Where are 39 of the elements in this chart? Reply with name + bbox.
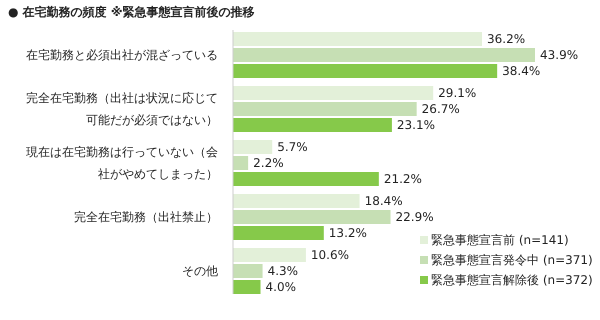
data-label: 21.2% [384, 172, 422, 186]
y-tick-label: 完全在宅勤務（出社は状況に応じて可能だが必須ではない） [25, 90, 218, 129]
bar [233, 210, 391, 224]
data-label: 5.7% [277, 140, 308, 154]
legend-label: 緊急事態宣言解除後 (n=372) [431, 273, 593, 287]
data-label: 43.9% [540, 48, 578, 62]
bar [233, 194, 360, 208]
y-tick-label: 現在は在宅勤務は行っていない（会社がやめてしまった） [25, 144, 218, 183]
bar [233, 48, 535, 62]
data-label: 18.4% [364, 194, 403, 208]
bar [233, 118, 392, 132]
y-tick-label: 完全在宅勤務（出社禁止） [73, 209, 218, 226]
data-label: 13.2% [328, 226, 367, 240]
legend-label: 緊急事態宣言前 (n=141) [431, 233, 569, 247]
bar [233, 140, 272, 154]
bar [233, 86, 434, 100]
bar [233, 280, 261, 294]
bar [233, 64, 498, 78]
data-label: 26.7% [422, 102, 460, 116]
data-label: 4.3% [268, 264, 298, 278]
data-label: 10.6% [310, 248, 350, 262]
bar [233, 156, 248, 170]
data-label: 29.1% [438, 86, 476, 100]
bar [233, 102, 417, 116]
y-tick-label: その他 [181, 263, 218, 280]
text: ● 在宅勤務の頻度 ※緊急事態宣言前後の推移 [8, 5, 254, 19]
legend-label: 緊急事態宣言発令中 (n=371) [431, 253, 593, 267]
data-label: 23.1% [396, 118, 436, 132]
data-label: 38.4% [502, 64, 540, 78]
bar [233, 248, 306, 262]
data-label: 22.9% [396, 210, 434, 224]
data-label: 4.0% [266, 280, 296, 294]
bar [233, 172, 379, 186]
bar [233, 32, 482, 46]
y-tick-label: 在宅勤務と必須出社が混ざっている [25, 47, 218, 64]
bar [233, 226, 324, 240]
bar [233, 264, 263, 278]
data-label: 2.2% [253, 156, 284, 170]
data-label: 36.2% [487, 32, 526, 46]
